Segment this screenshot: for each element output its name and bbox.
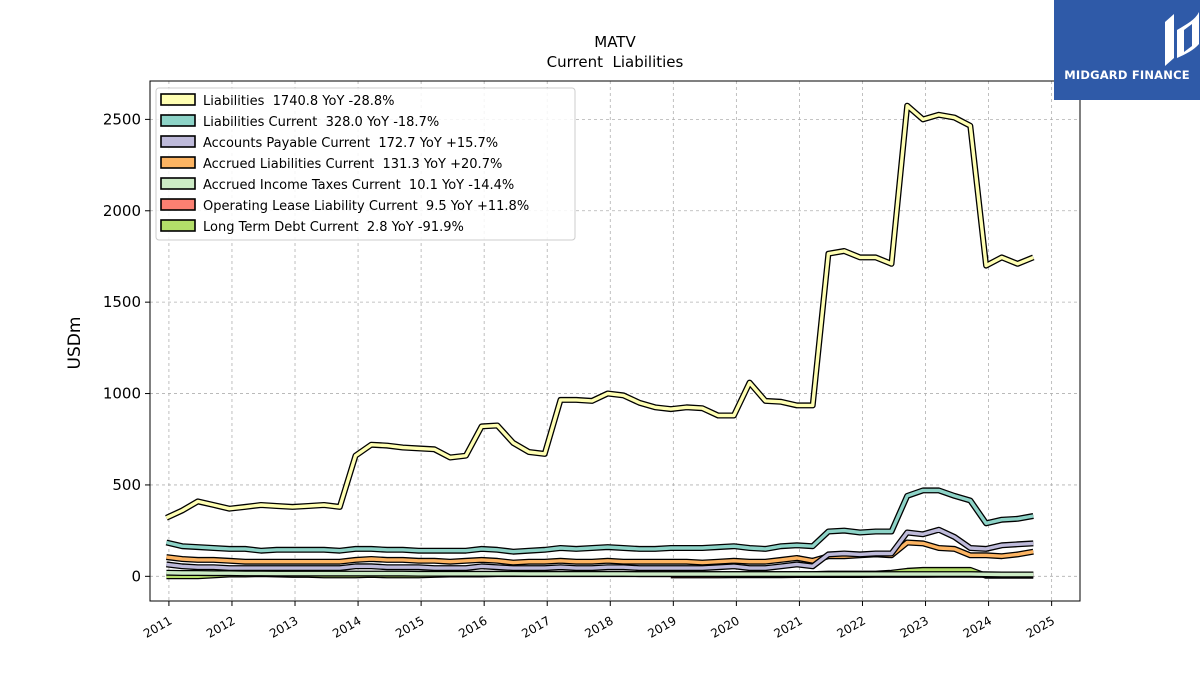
legend-swatch: [160, 198, 196, 211]
legend-item-liabilities-current: Liabilities Current 328.0 YoY -18.7%: [160, 114, 439, 130]
series-line: [166, 488, 1034, 554]
series-accrued-income-taxes-current: [166, 569, 1034, 578]
brand-mark-icon: [1165, 12, 1199, 66]
x-tick-label: 2025: [1024, 613, 1057, 640]
x-tick-label: 2012: [204, 613, 237, 640]
x-tick-label: 2018: [582, 613, 615, 640]
legend-swatch: [160, 135, 196, 148]
plot-frame: [149, 80, 1081, 602]
y-tick-label: 1000: [103, 385, 141, 403]
series-accounts-payable-current: [166, 526, 1034, 572]
y-axis-label: USDm: [65, 317, 85, 370]
x-tick-label: 2015: [393, 613, 426, 640]
legend-item-accrued-liabilities-current: Accrued Liabilities Current 131.3 YoY +2…: [160, 156, 502, 172]
legend-item-liabilities: Liabilities 1740.8 YoY -28.8%: [160, 93, 395, 109]
legend-box: [155, 87, 576, 241]
series-line: [166, 528, 1034, 570]
legend-label: Accrued Liabilities Current 131.3 YoY +2…: [203, 157, 502, 172]
x-tick-label: 2019: [645, 613, 678, 640]
series-line: [166, 571, 1034, 577]
x-tick-label: 2016: [456, 613, 489, 640]
legend-label: Operating Lease Liability Current 9.5 Yo…: [203, 199, 529, 214]
legend-swatch: [160, 219, 196, 232]
x-tick-label: 2017: [519, 613, 552, 640]
x-tick-label: 2024: [961, 613, 994, 640]
x-tick-label: 2021: [771, 613, 804, 640]
legend-item-accounts-payable-current: Accounts Payable Current 172.7 YoY +15.7…: [160, 135, 498, 151]
legend-label: Accounts Payable Current 172.7 YoY +15.7…: [203, 136, 498, 151]
legend-swatch: [160, 177, 196, 190]
y-tick-label: 0: [131, 567, 141, 585]
legend-item-operating-lease-liability-current: Operating Lease Liability Current 9.5 Yo…: [160, 198, 529, 214]
y-tick-label: 1500: [103, 293, 141, 311]
y-tick-label: 500: [112, 476, 141, 494]
legend-label: Accrued Income Taxes Current 10.1 YoY -1…: [203, 178, 514, 193]
series-line: [165, 104, 1034, 520]
chart-subtitle: Current Liabilities: [547, 53, 684, 71]
legend-swatch: [160, 114, 196, 127]
y-axis: 0 500 1000 1500 2000 2500: [103, 110, 150, 585]
x-axis: 2011 2012 2013 2014 2015 2016 2017 2018 2019 2020…: [141, 601, 1057, 641]
x-tick-label: 2014: [330, 613, 363, 640]
legend-swatch: [160, 156, 196, 169]
x-tick-label: 2022: [835, 613, 868, 640]
legend: Liabilities 1740.8 YoY -28.8% Liabilities…: [155, 87, 576, 241]
legend-label: Liabilities Current 328.0 YoY -18.7%: [203, 115, 439, 130]
brand-logo: MIDGARD FINANCE: [1054, 0, 1200, 100]
y-tick-label: 2500: [103, 110, 141, 128]
legend-label: Long Term Debt Current 2.8 YoY -91.9%: [203, 220, 464, 235]
series-liabilities: [165, 102, 1035, 521]
legend-item-long-term-debt-current: Long Term Debt Current 2.8 YoY -91.9%: [160, 219, 464, 235]
x-tick-label: 2013: [267, 613, 300, 640]
chart-title: MATV: [594, 33, 636, 51]
x-tick-label: 2011: [141, 613, 174, 640]
x-tick-label: 2020: [708, 613, 741, 640]
legend-label: Liabilities 1740.8 YoY -28.8%: [203, 94, 395, 109]
y-tick-label: 2000: [103, 202, 141, 220]
legend-item-accrued-income-taxes-current: Accrued Income Taxes Current 10.1 YoY -1…: [160, 177, 514, 193]
series-liabilities-current: [165, 487, 1034, 555]
series-lines: [165, 102, 1035, 580]
x-tick-label: 2023: [898, 613, 931, 640]
legend-swatch: [160, 93, 196, 106]
brand-name: MIDGARD FINANCE: [1064, 68, 1190, 82]
